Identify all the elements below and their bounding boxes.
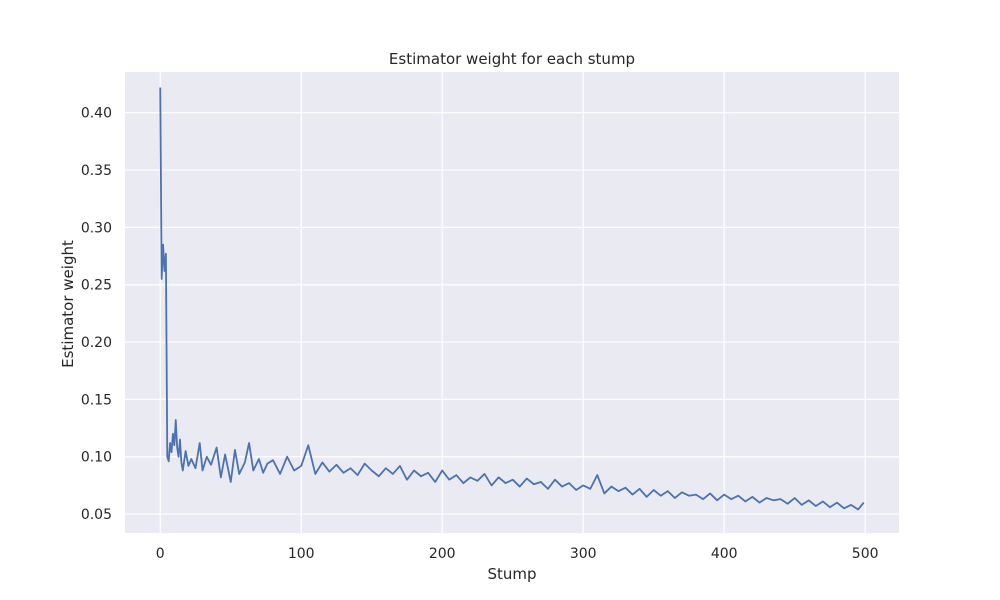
y-tick-label: 0.40 — [81, 106, 112, 122]
y-tick-label: 0.30 — [81, 220, 112, 236]
x-tick-label: 300 — [570, 546, 597, 562]
y-tick-label: 0.15 — [81, 392, 112, 408]
y-axis-ticks: 0.05 0.10 0.15 0.20 0.25 0.30 0.35 0.40 — [81, 106, 112, 523]
x-tick-label: 0 — [156, 546, 165, 562]
y-axis-label: Estimator weight — [59, 240, 77, 368]
y-tick-label: 0.10 — [81, 450, 112, 466]
x-tick-label: 200 — [429, 546, 456, 562]
x-tick-label: 400 — [711, 546, 738, 562]
x-tick-label: 500 — [852, 546, 879, 562]
y-tick-label: 0.25 — [81, 278, 112, 294]
plot-area — [125, 72, 899, 533]
x-axis-label: Stump — [487, 565, 536, 583]
y-tick-label: 0.35 — [81, 163, 112, 179]
y-tick-label: 0.05 — [81, 507, 112, 523]
chart-title: Estimator weight for each stump — [389, 50, 635, 68]
grid-lines — [125, 72, 899, 533]
x-axis-ticks: 0 100 200 300 400 500 — [156, 546, 879, 562]
series-line — [159, 87, 865, 511]
x-tick-label: 100 — [288, 546, 315, 562]
y-tick-label: 0.20 — [81, 335, 112, 351]
